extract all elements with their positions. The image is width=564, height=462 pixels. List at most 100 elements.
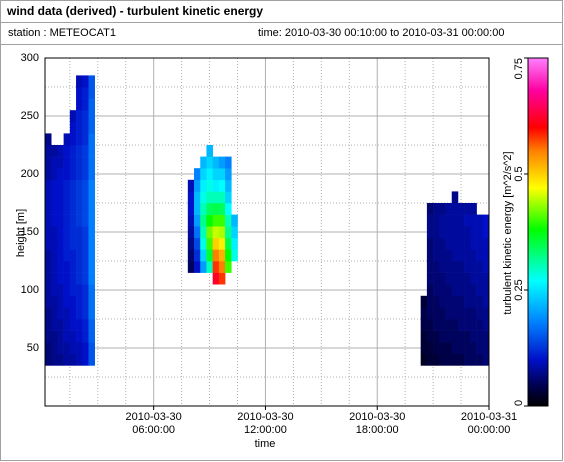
cell (45, 272, 52, 285)
cell (57, 261, 64, 273)
cell (470, 342, 477, 355)
cell (76, 214, 83, 227)
cell (51, 249, 58, 262)
cell (51, 272, 58, 285)
cell (82, 133, 89, 146)
cell (200, 191, 207, 204)
cell (76, 179, 83, 192)
cell (88, 98, 95, 111)
cell (445, 307, 453, 320)
chart-title: wind data (derived) - turbulent kinetic … (6, 4, 263, 18)
cell (426, 319, 434, 331)
cell (457, 226, 465, 239)
cell (57, 295, 64, 308)
cell (63, 249, 71, 262)
x-tick-label: 2010-03-31 00:00:00 (460, 411, 518, 436)
cell (218, 191, 226, 204)
cell (57, 272, 64, 285)
cell (63, 179, 71, 192)
cell (476, 249, 484, 262)
cell (470, 284, 477, 297)
cell (212, 249, 220, 262)
cell (69, 353, 77, 366)
cell (445, 237, 453, 250)
cell (206, 203, 213, 215)
cell (194, 226, 201, 239)
cell (476, 295, 484, 308)
cell (200, 179, 207, 192)
cell (476, 353, 484, 366)
cell (63, 319, 71, 331)
cell (82, 249, 89, 262)
cell (464, 330, 471, 343)
cell (187, 214, 195, 227)
cell (69, 145, 77, 157)
cell (76, 307, 83, 320)
cell (464, 307, 471, 320)
cell (433, 261, 440, 273)
cell (88, 214, 95, 227)
cell (470, 353, 477, 366)
cell (439, 295, 446, 308)
cell (82, 98, 89, 111)
cell (194, 249, 201, 262)
cell (218, 272, 226, 285)
colorbar-tick-label: 0.75 (513, 58, 525, 79)
cell (63, 133, 71, 146)
cell (426, 237, 434, 250)
cell (63, 295, 71, 308)
cell (82, 319, 89, 331)
cell (82, 87, 89, 99)
cell (433, 353, 440, 366)
cell (88, 284, 95, 297)
cell (45, 133, 52, 146)
cell (225, 191, 232, 204)
cell (200, 249, 207, 262)
cell (88, 319, 95, 331)
cell (69, 121, 77, 134)
cell (51, 284, 58, 297)
cell (206, 261, 213, 273)
cell (206, 191, 213, 204)
cell (457, 319, 465, 331)
cell (57, 307, 64, 320)
cell (225, 168, 232, 181)
cell (200, 214, 207, 227)
cell (482, 330, 490, 343)
cell (439, 330, 446, 343)
cell (231, 226, 238, 239)
cell (426, 249, 434, 262)
cell (451, 203, 459, 215)
cell (57, 168, 64, 181)
cell (439, 261, 446, 273)
x-tick-label: 2010-03-30 12:00:00 (237, 411, 294, 436)
cell (451, 295, 459, 308)
cell (63, 353, 71, 366)
cell (57, 342, 64, 355)
cell (51, 237, 58, 250)
y-tick-label: 300 (21, 52, 39, 64)
cell (439, 214, 446, 227)
cell (433, 307, 440, 320)
cell (45, 319, 52, 331)
cell (457, 353, 465, 366)
cell (457, 237, 465, 250)
cell (88, 168, 95, 181)
cell (69, 191, 77, 204)
cell (57, 145, 64, 157)
cell (88, 110, 95, 123)
cell (464, 261, 471, 273)
cell (218, 203, 226, 215)
cell (426, 330, 434, 343)
cell (76, 342, 83, 355)
cell (51, 179, 58, 192)
cell (212, 156, 220, 169)
cell (445, 249, 453, 262)
cell (51, 168, 58, 181)
cell (420, 307, 428, 320)
cell (57, 179, 64, 192)
cell (76, 168, 83, 181)
cell (88, 87, 95, 99)
cell (82, 330, 89, 343)
